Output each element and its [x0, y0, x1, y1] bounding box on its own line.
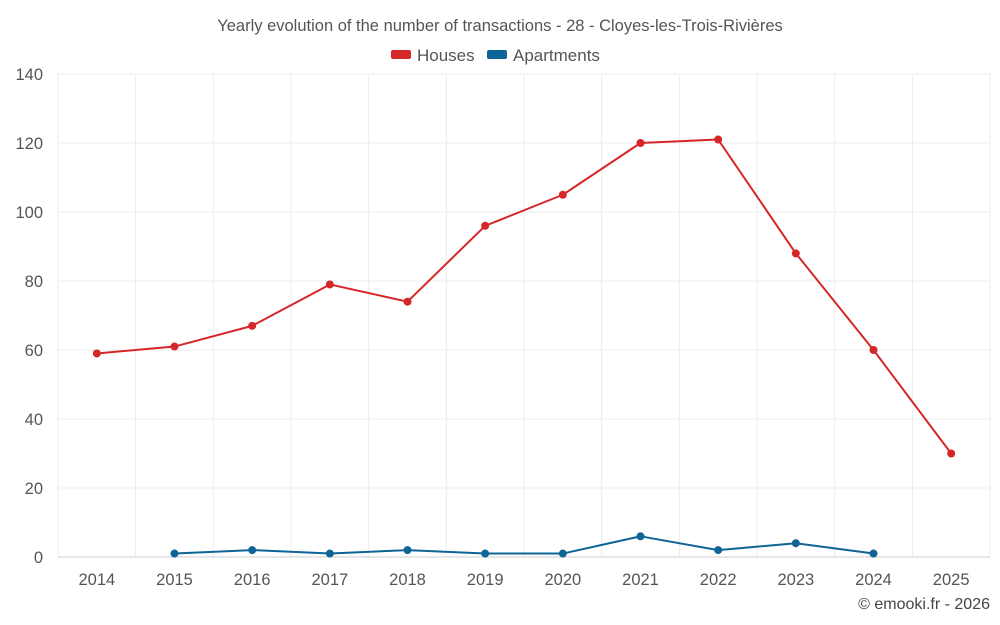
data-point-houses[interactable]: [92, 349, 101, 358]
legend-swatch-houses: [391, 50, 411, 59]
y-tick-label: 100: [15, 204, 43, 222]
x-axis: 2014 2015 2016 2017 2018 2019 2020 2021 2022 2023…: [58, 556, 990, 589]
legend-item-apartments[interactable]: Apartments: [487, 46, 600, 65]
x-tick-label: 2014: [78, 571, 115, 589]
data-point-apartments[interactable]: [170, 549, 179, 558]
legend-label-apartments: Apartments: [513, 46, 600, 65]
plot-area: [92, 135, 956, 558]
data-point-houses[interactable]: [636, 139, 645, 147]
series-houses: [92, 135, 956, 458]
legend-swatch-apartments: [487, 50, 507, 59]
legend-label-houses: Houses: [417, 46, 475, 65]
data-point-apartments[interactable]: [636, 532, 645, 541]
data-point-apartments[interactable]: [558, 549, 567, 558]
data-point-apartments[interactable]: [869, 549, 878, 558]
x-tick-label: 2024: [855, 571, 892, 589]
data-point-houses[interactable]: [248, 321, 257, 330]
gridlines: [57, 73, 991, 558]
x-tick-label: 2016: [234, 571, 271, 589]
y-tick-label: 40: [25, 411, 43, 429]
data-point-houses[interactable]: [947, 449, 956, 458]
data-point-apartments[interactable]: [248, 546, 257, 555]
data-point-apartments[interactable]: [714, 546, 723, 555]
data-point-houses[interactable]: [481, 221, 490, 230]
data-point-houses[interactable]: [558, 190, 567, 199]
data-point-houses[interactable]: [170, 342, 179, 351]
data-point-houses[interactable]: [325, 280, 334, 289]
data-point-houses[interactable]: [714, 135, 723, 144]
x-tick-label: 2020: [544, 571, 581, 589]
x-tick-label: 2017: [311, 571, 348, 589]
series-line-apartments: [174, 535, 874, 555]
data-point-houses[interactable]: [403, 297, 412, 306]
legend-item-houses[interactable]: Houses: [391, 46, 475, 65]
series-line-houses: [96, 138, 952, 455]
chart-title: Yearly evolution of the number of transa…: [217, 17, 783, 35]
y-tick-label: 120: [15, 135, 43, 153]
data-point-apartments[interactable]: [791, 539, 800, 548]
legend: Houses Apartments: [391, 46, 600, 65]
x-tick-label: 2015: [156, 571, 193, 589]
y-tick-label: 60: [25, 342, 43, 360]
data-point-apartments[interactable]: [481, 549, 490, 558]
y-tick-label: 140: [15, 66, 43, 84]
data-point-houses[interactable]: [791, 249, 800, 258]
y-axis: 0 20 40 60 80 100 120 140: [15, 66, 43, 567]
y-tick-label: 80: [25, 273, 43, 291]
series-apartments: [170, 532, 878, 558]
data-point-houses[interactable]: [869, 346, 878, 354]
y-tick-label: 20: [25, 480, 43, 498]
x-tick-label: 2018: [389, 571, 426, 589]
credit-text: © emooki.fr - 2026: [858, 596, 990, 613]
y-tick-label: 0: [34, 549, 43, 567]
data-point-apartments[interactable]: [403, 546, 412, 555]
x-tick-label: 2025: [933, 571, 970, 589]
x-tick-label: 2019: [467, 571, 504, 589]
x-tick-label: 2022: [700, 571, 737, 589]
x-tick-label: 2021: [622, 571, 659, 589]
x-tick-label: 2023: [777, 571, 814, 589]
data-point-apartments[interactable]: [325, 549, 334, 558]
